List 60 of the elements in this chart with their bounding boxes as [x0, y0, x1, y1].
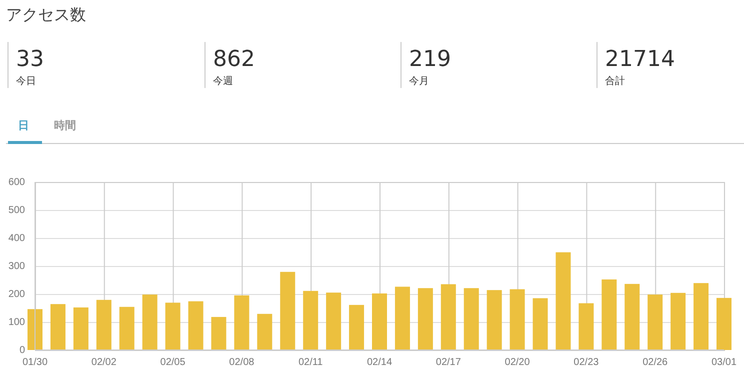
bar	[510, 289, 525, 350]
x-tick-label: 02/05	[160, 357, 186, 368]
text: 219	[409, 47, 451, 72]
y-tick-label: 200	[8, 289, 26, 300]
bar	[96, 300, 112, 350]
bar	[303, 290, 318, 350]
bar	[73, 307, 88, 350]
x-tick-label: 03/01	[711, 357, 737, 368]
text: 21714	[605, 47, 675, 72]
text: 862	[213, 47, 255, 72]
bar	[165, 302, 180, 350]
text: 今月	[409, 75, 429, 87]
bar	[372, 293, 387, 350]
bar	[670, 292, 686, 350]
text: 日	[18, 119, 29, 132]
bar	[28, 309, 42, 350]
y-tick-label: 0	[19, 345, 26, 356]
x-tick-label: 01/30	[22, 357, 48, 368]
bar	[648, 294, 663, 350]
bar	[556, 252, 571, 350]
bar	[211, 316, 226, 350]
bar	[257, 314, 272, 350]
bar	[532, 298, 548, 350]
y-tick-label: 500	[8, 205, 26, 216]
bar	[280, 272, 296, 350]
y-tick-label: 300	[8, 261, 26, 272]
y-tick-label: 600	[8, 177, 26, 188]
bar	[234, 295, 250, 350]
bar	[440, 284, 456, 350]
bar	[624, 284, 640, 350]
bar	[716, 298, 732, 350]
text: 合計	[605, 75, 625, 87]
bar	[578, 303, 594, 350]
bar	[50, 304, 66, 350]
x-tick-label: 02/17	[436, 357, 462, 368]
bar	[486, 290, 502, 350]
bar	[142, 294, 158, 350]
x-tick-label: 02/23	[574, 357, 600, 368]
bar	[188, 301, 204, 350]
x-tick-label: 02/20	[504, 357, 530, 368]
y-tick-label: 400	[8, 233, 26, 244]
x-tick-label: 02/14	[366, 357, 392, 368]
text: 今日	[16, 75, 36, 87]
bar	[326, 292, 342, 350]
bar	[119, 306, 134, 350]
x-tick-label: 02/08	[229, 357, 255, 368]
text: 今週	[213, 75, 233, 87]
x-tick-label: 02/11	[298, 357, 324, 368]
y-tick-label: 100	[8, 317, 26, 328]
bar	[602, 279, 617, 350]
bar	[418, 288, 433, 350]
text: 33	[16, 47, 44, 72]
bar	[694, 283, 709, 350]
text: 時間	[54, 119, 76, 132]
bar	[394, 286, 410, 350]
chart-title: アクセス数	[6, 5, 86, 24]
x-tick-label: 02/02	[91, 357, 117, 368]
bar	[349, 304, 364, 350]
x-tick-label: 02/26	[642, 357, 668, 368]
bar	[464, 288, 479, 350]
